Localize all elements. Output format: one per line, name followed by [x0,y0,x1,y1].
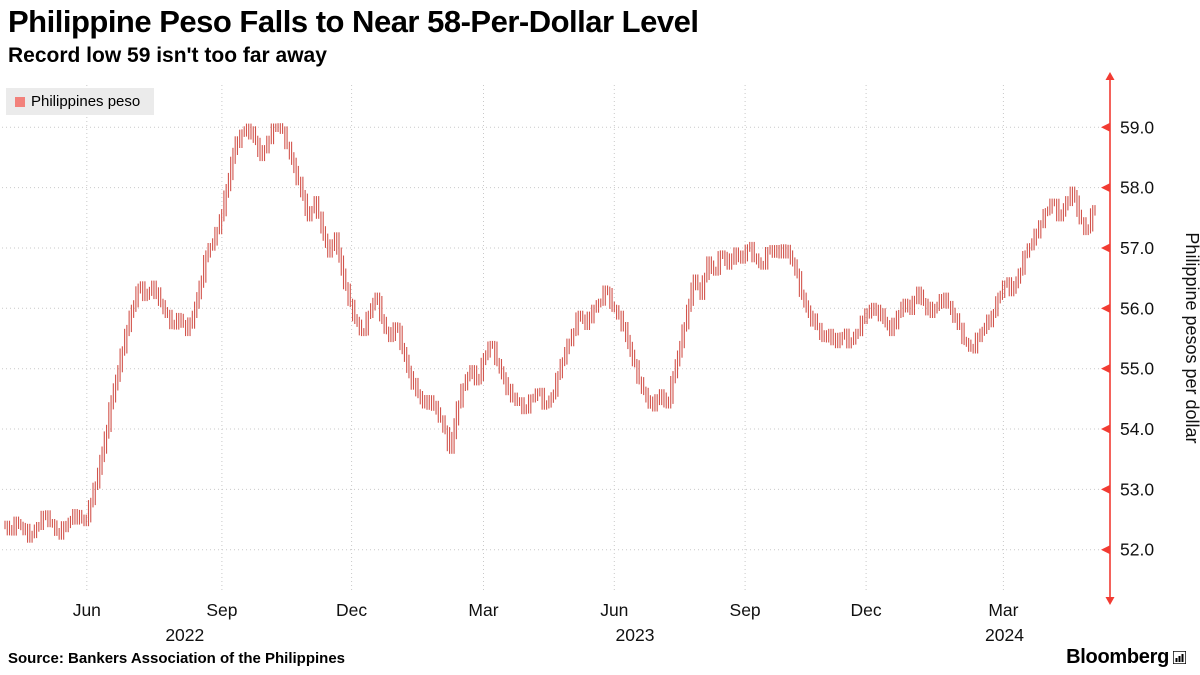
y-tick-label: 53.0 [1120,479,1154,499]
y-tick-label: 55.0 [1120,359,1154,379]
bloomberg-terminal-icon [1173,651,1186,664]
year-label: 2023 [616,625,655,645]
y-tick-label: 54.0 [1120,419,1154,439]
x-tick-label: Sep [730,600,761,620]
chart-subtitle: Record low 59 isn't too far away [8,44,327,67]
price-bars [4,123,1096,543]
y-tick-arrow-icon [1101,424,1110,434]
legend: Philippines peso [6,88,155,115]
y-tick-label: 56.0 [1120,298,1154,318]
y-tick-arrow-icon [1101,183,1110,193]
x-tick-label: Mar [468,600,498,620]
chart-title: Philippine Peso Falls to Near 58-Per-Dol… [8,4,699,39]
y-tick-arrow-icon [1101,545,1110,555]
y-tick-arrow-icon [1101,243,1110,253]
x-tick-label: Jun [73,600,101,620]
y-tick-label: 52.0 [1120,540,1154,560]
y-tick-label: 58.0 [1120,178,1154,198]
legend-label: Philippines peso [31,93,141,110]
y-tick-arrow-icon [1101,484,1110,494]
y-tick-arrow-icon [1101,122,1110,132]
x-axis-labels: Jun Sep Dec Mar Jun Sep Dec Mar 2022 2023 2024 [73,600,1025,645]
legend-swatch-icon [15,96,25,107]
year-label: 2022 [165,625,204,645]
y-tick-arrow-icon [1101,364,1110,374]
y-axis: 52.0 53.0 54.0 55.0 56.0 57.0 58.0 59.0 [1101,72,1154,605]
year-label: 2024 [985,625,1024,645]
y-tick-arrow-icon [1101,303,1110,313]
x-tick-label: Dec [851,600,882,620]
x-tick-label: Jun [600,600,628,620]
x-tick-label: Dec [336,600,367,620]
y-axis-bottom-arrow-icon [1105,597,1115,605]
y-axis-title: Philippine pesos per dollar [1182,232,1200,443]
y-tick-label: 57.0 [1120,238,1154,258]
gridlines [2,85,1107,592]
y-tick-label: 59.0 [1120,117,1154,137]
x-tick-label: Mar [988,600,1018,620]
bloomberg-logo-text: Bloomberg [1066,646,1169,668]
source-credit: Source: Bankers Association of the Phili… [8,650,346,667]
y-axis-top-arrow-icon [1105,72,1115,80]
x-tick-label: Sep [206,600,237,620]
bloomberg-logo: Bloomberg [1066,646,1186,669]
